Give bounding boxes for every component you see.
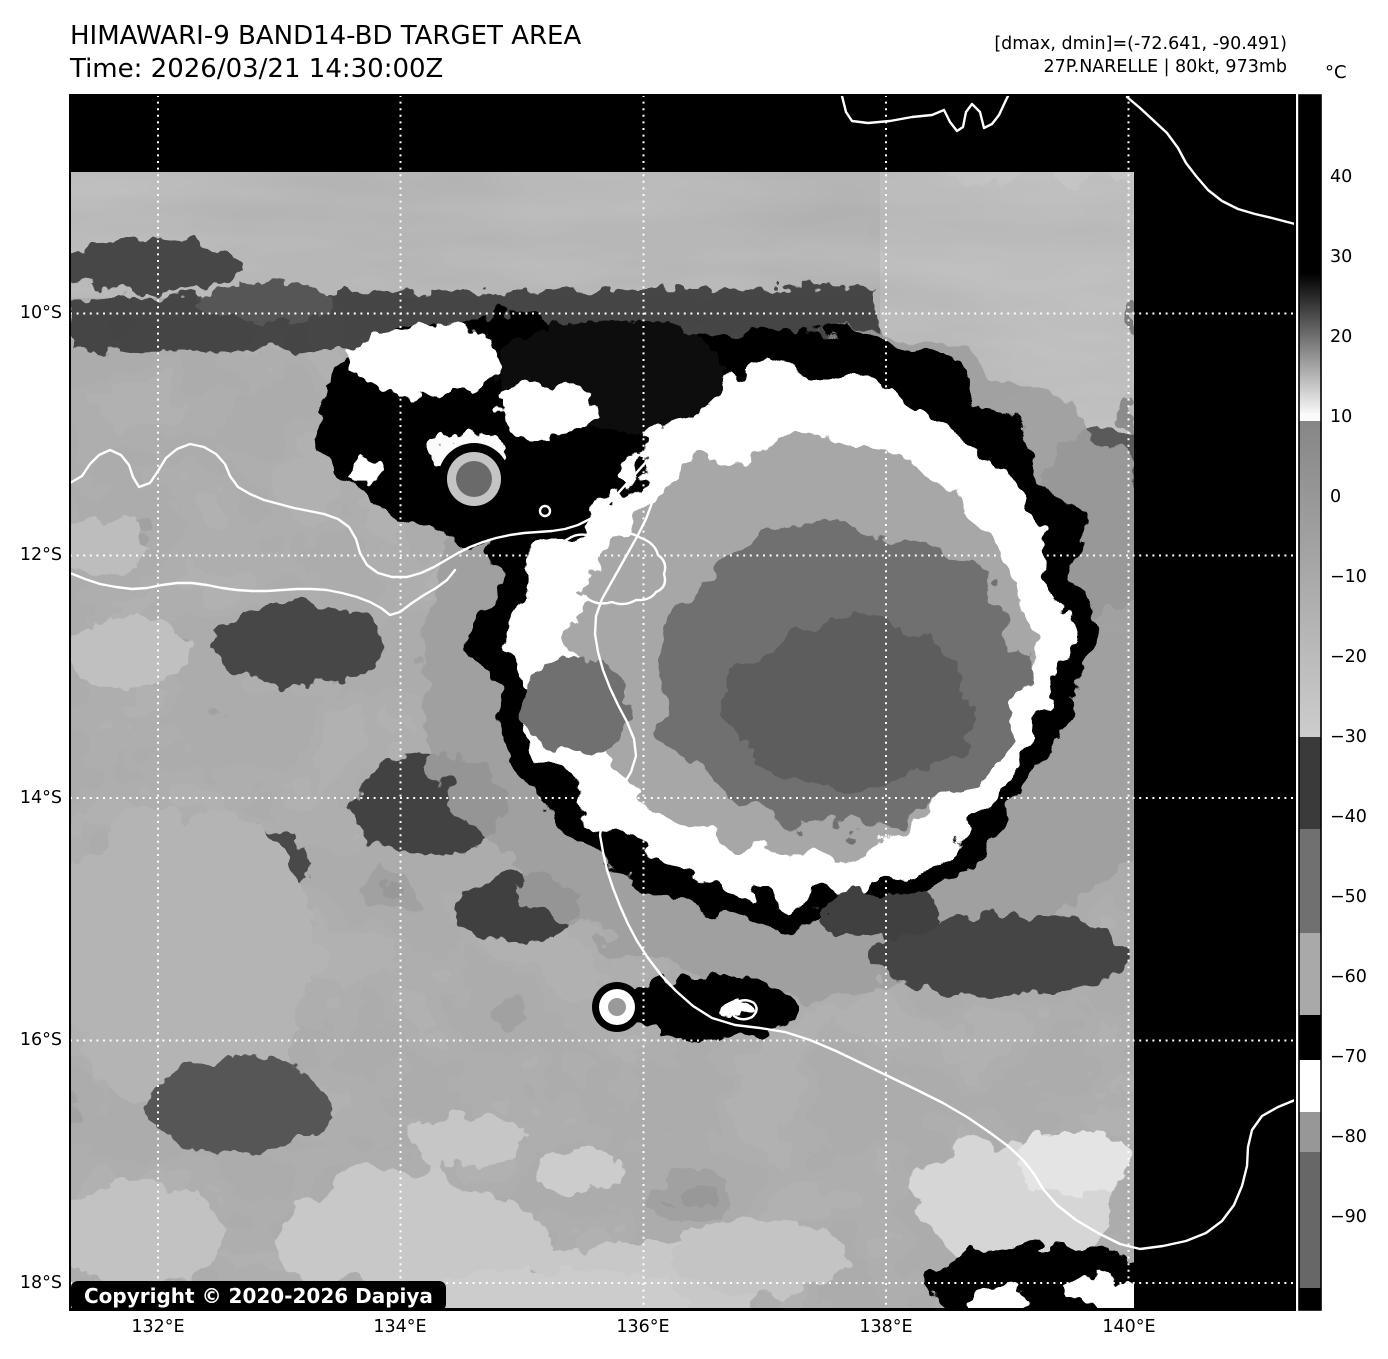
colorbar-tick-label: −40	[1330, 807, 1367, 827]
colorbar-border	[1298, 94, 1322, 1311]
coastline-cape-york-west	[593, 456, 1297, 1251]
lat-tick-label: 10°S	[19, 303, 62, 323]
colorbar	[1298, 94, 1322, 1311]
colorbar-tick-label: −10	[1330, 567, 1367, 587]
copyright-badge: Copyright © 2020-2026 Dapiya	[71, 1281, 446, 1311]
colorbar-tick-label: 0	[1330, 487, 1342, 507]
lon-tick-label: 132°E	[131, 1317, 185, 1337]
lat-tick-label: 12°S	[19, 545, 62, 565]
map-border	[69, 94, 1296, 1311]
coastline-small-island	[538, 504, 552, 518]
lat-tick-label: 18°S	[19, 1273, 62, 1293]
coastline-new-guinea	[840, 94, 1010, 133]
colorbar-tick-label: −50	[1330, 887, 1367, 907]
coastline-mornington-island	[730, 999, 758, 1021]
satellite-data-area	[70, 172, 1134, 1308]
colorbar-tick-label: −60	[1330, 967, 1367, 987]
storm-info: 27P.NARELLE | 80kt, 973mb	[1043, 57, 1287, 77]
colorbar-tick-label: −70	[1330, 1047, 1367, 1067]
gridlines	[70, 95, 1295, 1310]
coastline-arnhem-north	[68, 442, 654, 579]
cyclone-cloud-shield	[420, 329, 1134, 992]
lon-tick-label: 138°E	[859, 1317, 913, 1337]
colorbar-tick-label: −30	[1330, 727, 1367, 747]
lon-tick-label: 134°E	[373, 1317, 427, 1337]
colorbar-tick-label: −90	[1330, 1207, 1367, 1227]
colorbar-unit-label: °C	[1325, 62, 1347, 83]
page-title: HIMAWARI-9 BAND14-BD TARGET AREA	[70, 21, 582, 51]
colorbar-tick-label: 20	[1330, 327, 1353, 347]
timestamp-line: Time: 2026/03/21 14:30:00Z	[70, 54, 444, 84]
colorbar-tick-label: 30	[1330, 247, 1353, 267]
colorbar-tick-label: −80	[1330, 1127, 1367, 1147]
colorbar-tick-label: −20	[1330, 647, 1367, 667]
lat-tick-label: 14°S	[19, 788, 62, 808]
coastlines	[68, 94, 1297, 1251]
coastline-cape-york-north	[1125, 95, 1297, 226]
colorbar-tick-label: 10	[1330, 407, 1353, 427]
annotation-block: [dmax, dmin]=(-72.641, -90.491) 27P.NARE…	[994, 33, 1287, 79]
lat-tick-label: 16°S	[19, 1030, 62, 1050]
coastline-groote-eylandt	[557, 531, 667, 606]
coastline-top-end-south	[68, 568, 457, 617]
nw-convective-cluster	[315, 318, 725, 542]
dmax-dmin-readout: [dmax, dmin]=(-72.641, -90.491)	[994, 34, 1287, 54]
lon-tick-label: 136°E	[616, 1317, 670, 1337]
south-convective-cells	[592, 975, 794, 1039]
lon-tick-label: 140°E	[1102, 1317, 1156, 1337]
eye-feature	[438, 443, 510, 515]
colorbar-tick-label: 40	[1330, 167, 1353, 187]
